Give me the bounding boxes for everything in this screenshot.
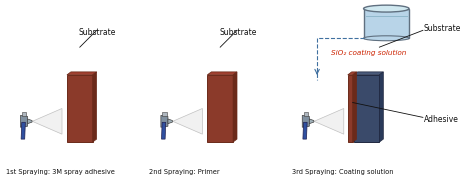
Polygon shape <box>302 115 310 127</box>
Polygon shape <box>379 72 383 142</box>
Text: Substrate: Substrate <box>219 28 257 37</box>
Polygon shape <box>21 122 25 139</box>
Polygon shape <box>310 119 314 124</box>
Polygon shape <box>92 72 97 142</box>
Polygon shape <box>207 75 233 142</box>
Polygon shape <box>364 9 409 38</box>
Polygon shape <box>22 112 26 116</box>
Polygon shape <box>348 75 353 142</box>
Polygon shape <box>162 122 166 139</box>
Polygon shape <box>27 119 32 124</box>
Polygon shape <box>20 115 27 127</box>
Text: 1st Spraying: 3M spray adhesive: 1st Spraying: 3M spray adhesive <box>6 169 115 175</box>
Ellipse shape <box>364 36 409 41</box>
Polygon shape <box>303 112 308 116</box>
Ellipse shape <box>364 5 409 12</box>
Text: Substrate: Substrate <box>79 28 116 37</box>
Text: 3rd Spraying: Coating solution: 3rd Spraying: Coating solution <box>292 169 394 175</box>
Polygon shape <box>348 72 356 75</box>
Polygon shape <box>161 115 168 127</box>
Polygon shape <box>173 109 202 134</box>
Text: Adhesive: Adhesive <box>424 115 459 124</box>
Polygon shape <box>162 112 167 116</box>
Polygon shape <box>67 75 92 142</box>
Polygon shape <box>233 72 237 142</box>
Polygon shape <box>207 72 237 75</box>
Polygon shape <box>67 72 97 75</box>
Text: SiO₂ coating solution: SiO₂ coating solution <box>331 50 406 56</box>
Polygon shape <box>303 122 307 139</box>
Polygon shape <box>32 109 62 134</box>
Polygon shape <box>353 72 356 142</box>
Polygon shape <box>354 75 379 142</box>
Polygon shape <box>168 119 173 124</box>
Text: 2nd Spraying: Primer: 2nd Spraying: Primer <box>149 169 219 175</box>
Polygon shape <box>314 109 344 134</box>
Text: Substrate: Substrate <box>424 24 461 33</box>
Polygon shape <box>354 72 383 75</box>
